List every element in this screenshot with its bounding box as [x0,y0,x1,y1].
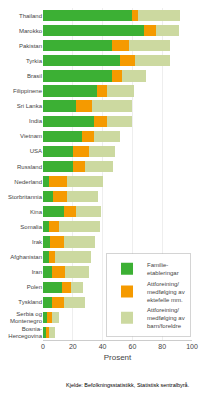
svg-text:0: 0 [41,343,45,350]
svg-text:Somalia: Somalia [20,224,42,230]
svg-text:India: India [29,118,43,124]
svg-text:Prosent: Prosent [104,353,132,362]
svg-text:Vietnam: Vietnam [20,133,42,139]
svg-text:Pakistan: Pakistan [19,43,42,49]
svg-text:Iran: Iran [32,269,42,275]
svg-text:Attforeining/medfølging avekte: Attforeining/medfølging avektefelle mm. [147,281,185,303]
svg-text:40: 40 [99,343,107,350]
svg-text:Familie-etableringar: Familie-etableringar [147,262,179,276]
svg-text:100: 100 [186,343,198,350]
svg-text:USA: USA [30,148,42,154]
svg-text:Tyrkia: Tyrkia [26,58,43,64]
svg-text:Irak: Irak [32,239,43,245]
svg-text:Thailand: Thailand [19,13,42,19]
svg-text:Kina: Kina [30,209,43,215]
svg-text:Tyskland: Tyskland [18,299,42,305]
svg-text:60: 60 [129,343,137,350]
svg-text:Serbia ogMontenegro: Serbia ogMontenegro [10,311,43,325]
svg-text:Bosnia-Hercegovina: Bosnia-Hercegovina [8,326,42,340]
svg-text:20: 20 [69,343,77,350]
svg-text:Sri Lanka: Sri Lanka [17,103,43,109]
svg-text:Nederland: Nederland [14,179,42,185]
svg-text:Filippinene: Filippinene [13,88,43,94]
svg-text:80: 80 [158,343,166,350]
svg-text:Afghanistan: Afghanistan [10,254,42,260]
svg-text:Marokko: Marokko [19,28,43,34]
svg-text:Kjelde: Befolkningsstatistikk,: Kjelde: Befolkningsstatistikk, Statistis… [66,382,190,388]
svg-text:Storbritannia: Storbritannia [8,194,43,200]
svg-text:Russland: Russland [17,164,42,170]
svg-text:Attforeining/medfølging avbarn: Attforeining/medfølging avbarn/foreldre [147,307,185,329]
svg-text:Polen: Polen [27,284,42,290]
svg-text:Brasil: Brasil [27,73,42,79]
